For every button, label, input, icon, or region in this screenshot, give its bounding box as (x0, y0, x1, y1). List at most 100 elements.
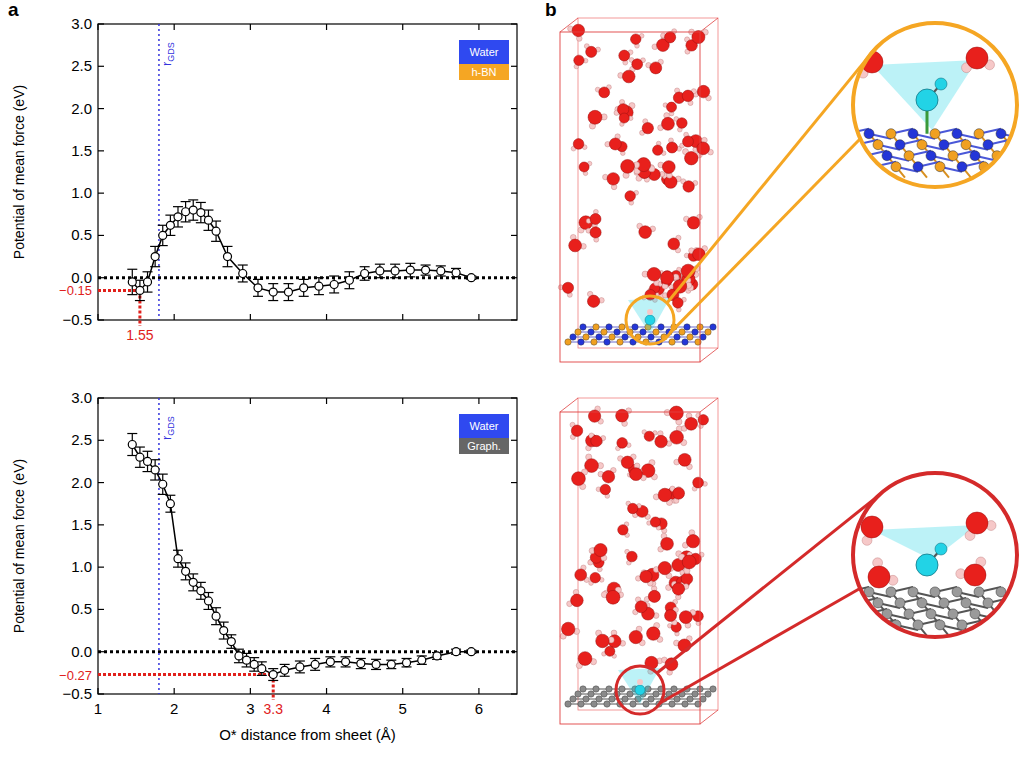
bond (1010, 603, 1024, 608)
bond (812, 140, 834, 145)
sheet-atom (1014, 151, 1024, 161)
hydroxide (916, 89, 938, 111)
magnifier-small (616, 666, 664, 714)
data-point (227, 638, 235, 646)
box-edge (578, 398, 718, 710)
sheet-atom (939, 598, 949, 608)
oxygen (667, 142, 678, 153)
oxygen (630, 468, 643, 481)
error-cap (249, 657, 259, 658)
oxygen (607, 173, 619, 185)
oxygen (665, 610, 677, 622)
y-tick-label: 1.0 (71, 558, 92, 575)
zoom-ring (853, 473, 1017, 637)
sheet-atom (917, 140, 927, 150)
x-tick-label: 3 (246, 700, 254, 717)
sheet-atom (643, 701, 649, 707)
y-tick (511, 235, 517, 236)
data-point (197, 587, 205, 595)
data-point (250, 660, 258, 668)
data-point (418, 656, 426, 664)
error-cap (421, 264, 431, 265)
error-bar (268, 284, 278, 301)
annotation-y-label: −0.27 (59, 668, 92, 683)
solvation-shell (872, 60, 977, 130)
oxygen (670, 430, 684, 444)
bond (821, 156, 830, 167)
sheet-atom (948, 151, 958, 161)
data-point (342, 658, 350, 666)
oxygen (658, 488, 671, 501)
error-cap (341, 656, 351, 657)
oxygen (682, 555, 696, 569)
oxygen (579, 162, 589, 172)
hydroxide (916, 554, 938, 576)
error-cap (188, 199, 198, 200)
box-edge (560, 412, 700, 724)
bond (830, 625, 839, 636)
y-tick-label: 3.0 (71, 389, 92, 406)
y-tick (511, 693, 517, 694)
error-cap (253, 296, 263, 297)
y-tick (98, 567, 104, 568)
error-cap (211, 624, 221, 625)
x-tick (97, 314, 98, 320)
x-tick (326, 24, 327, 30)
error-cap (310, 670, 320, 671)
sheet-atom (593, 686, 599, 692)
y-tick (511, 609, 517, 610)
sheet-atom (609, 334, 615, 340)
sheet-atom (622, 334, 628, 340)
data-point (433, 652, 441, 660)
error-cap (257, 661, 267, 662)
box-edge (560, 32, 700, 362)
bond (1010, 145, 1019, 156)
sheet-atom (570, 696, 576, 702)
data-point (166, 500, 174, 508)
panel-letter: a (8, 0, 19, 20)
data-point (189, 206, 197, 214)
y-tick (98, 150, 104, 151)
y-tick-label: 0.5 (71, 600, 92, 617)
error-bar (188, 574, 198, 591)
error-cap (344, 288, 354, 289)
sheet-atom (705, 329, 711, 335)
bond (821, 609, 843, 614)
data-point (284, 288, 292, 296)
data-group (127, 200, 476, 301)
sheet-atom (593, 324, 599, 330)
sheet-atom (851, 598, 861, 608)
data-point (197, 209, 205, 217)
box-edge (700, 348, 718, 362)
sheet-atom (908, 129, 918, 139)
error-bar (375, 264, 385, 278)
y-tick (511, 193, 517, 194)
sheet-atom (648, 696, 654, 702)
sheet-atom (700, 334, 706, 340)
error-cap (196, 202, 206, 203)
sheet-atom (578, 701, 584, 707)
oxygen (672, 583, 684, 595)
data-point (128, 441, 136, 449)
error-bar (451, 268, 461, 276)
x-tick (174, 314, 175, 320)
error-bar (386, 660, 396, 668)
sheet-atom (692, 329, 698, 335)
oxygen (571, 425, 582, 436)
sheet-atom (913, 162, 923, 172)
bond (984, 625, 993, 636)
y-tick (98, 319, 104, 320)
oxygen (653, 145, 663, 155)
error-bar (299, 279, 309, 296)
data-point (387, 660, 395, 668)
sheet-atom (604, 339, 610, 345)
x-tick-label: 6 (475, 700, 483, 717)
error-bar (283, 284, 293, 301)
sheet-atom (588, 691, 594, 697)
oxygen (561, 622, 574, 635)
annotation-hline (98, 289, 140, 292)
error-bar (135, 447, 145, 467)
error-cap (405, 263, 415, 264)
gds-line (158, 398, 160, 694)
oxygen (647, 627, 660, 640)
